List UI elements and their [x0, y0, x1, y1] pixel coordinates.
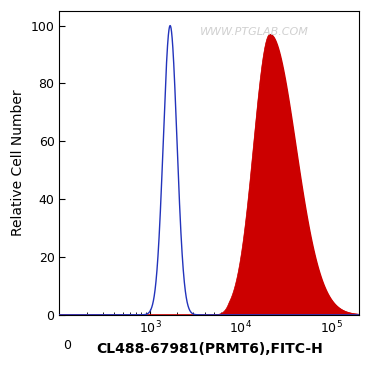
Text: 0: 0 — [63, 339, 71, 352]
X-axis label: CL488-67981(PRMT6),FITC-H: CL488-67981(PRMT6),FITC-H — [96, 342, 323, 356]
Y-axis label: Relative Cell Number: Relative Cell Number — [11, 90, 25, 236]
Text: WWW.PTGLAB.COM: WWW.PTGLAB.COM — [200, 28, 309, 37]
